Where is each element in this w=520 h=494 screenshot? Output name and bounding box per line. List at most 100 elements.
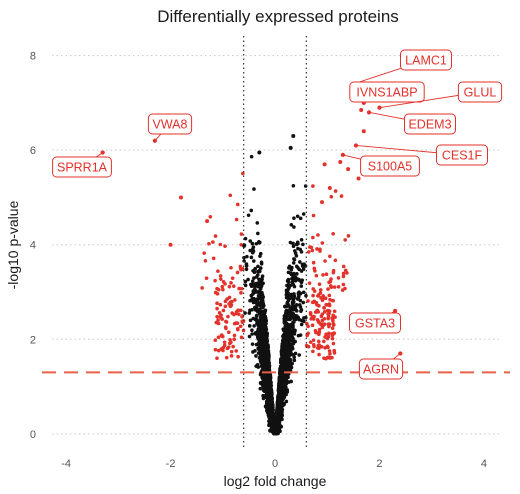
- protein-point: [274, 423, 279, 428]
- protein-point: [280, 417, 284, 422]
- label-text: S100A5: [368, 160, 413, 174]
- significant-point: [219, 277, 223, 281]
- protein-point: [263, 342, 267, 347]
- significant-point: [216, 321, 221, 326]
- protein-point: [257, 302, 262, 307]
- protein-point: [286, 287, 290, 292]
- significant-point: [320, 200, 324, 205]
- significant-point: [304, 343, 309, 348]
- protein-point: [255, 273, 260, 277]
- protein-point: [259, 260, 264, 265]
- protein-point: [284, 382, 288, 386]
- labeled-point: [353, 143, 359, 148]
- protein-point: [260, 274, 265, 279]
- protein-point: [259, 355, 263, 360]
- significant-point: [311, 315, 315, 320]
- protein-point: [277, 417, 282, 422]
- significant-point: [227, 341, 232, 346]
- protein-point: [246, 213, 251, 218]
- data-points: [100, 81, 403, 436]
- protein-point: [299, 237, 304, 242]
- significant-point: [333, 258, 338, 263]
- protein-point: [264, 318, 268, 323]
- significant-point: [325, 303, 329, 307]
- protein-point: [291, 134, 296, 138]
- significant-point: [215, 314, 219, 319]
- significant-point: [228, 193, 233, 198]
- protein-point: [243, 311, 247, 315]
- label-box: [400, 49, 452, 71]
- significant-point: [216, 335, 221, 340]
- significant-point: [359, 108, 364, 112]
- protein-point: [257, 150, 262, 155]
- significant-point: [312, 289, 317, 293]
- protein-point: [302, 316, 306, 320]
- protein-point: [289, 322, 294, 327]
- protein-point: [297, 278, 302, 282]
- protein-point: [252, 276, 256, 280]
- protein-point: [286, 280, 291, 285]
- significant-point: [318, 247, 322, 252]
- protein-point: [270, 400, 275, 404]
- y-tick-label: 4: [30, 240, 36, 252]
- protein-point: [258, 266, 263, 270]
- protein-point: [243, 279, 248, 284]
- protein-point: [291, 341, 296, 346]
- protein-point: [260, 330, 265, 335]
- protein-point: [288, 338, 292, 343]
- significant-point: [307, 281, 312, 285]
- point-label: AGRN: [358, 353, 404, 380]
- significant-point: [220, 284, 225, 289]
- significant-point: [229, 349, 234, 354]
- significant-point: [311, 235, 315, 240]
- significant-point: [323, 259, 327, 263]
- protein-point: [258, 359, 263, 363]
- protein-point: [294, 317, 298, 322]
- significant-point: [226, 330, 231, 335]
- protein-point: [292, 257, 296, 261]
- threshold-lines: [42, 36, 510, 448]
- significant-point: [317, 327, 322, 332]
- protein-point: [259, 364, 264, 368]
- significant-point: [332, 331, 336, 335]
- protein-point: [298, 303, 302, 307]
- protein-point: [260, 298, 264, 302]
- protein-point: [292, 355, 297, 360]
- significant-point: [235, 321, 240, 325]
- significant-point: [318, 288, 323, 292]
- significant-point: [224, 320, 229, 324]
- protein-point: [257, 293, 262, 298]
- protein-point: [258, 372, 263, 377]
- protein-point: [254, 241, 259, 246]
- significant-point: [332, 285, 337, 289]
- protein-point: [285, 317, 290, 321]
- significant-point: [221, 287, 225, 292]
- protein-point: [278, 377, 282, 381]
- grid-lines: [52, 55, 500, 435]
- protein-point: [301, 267, 306, 271]
- significant-point: [330, 336, 335, 341]
- label-box: [52, 156, 112, 178]
- protein-point: [286, 284, 290, 288]
- protein-point: [283, 311, 288, 316]
- significant-point: [341, 264, 346, 269]
- protein-point: [270, 410, 275, 415]
- protein-point: [264, 362, 269, 366]
- protein-point: [278, 398, 283, 403]
- significant-point: [239, 308, 243, 313]
- significant-point: [220, 334, 225, 339]
- significant-point: [316, 233, 320, 237]
- protein-point: [243, 236, 248, 241]
- significant-point: [223, 282, 227, 286]
- significant-point: [311, 338, 316, 342]
- significant-point: [216, 287, 221, 292]
- significant-point: [308, 312, 313, 317]
- protein-point: [289, 362, 293, 367]
- protein-point: [277, 421, 281, 425]
- protein-point: [270, 423, 275, 427]
- significant-point: [205, 219, 210, 224]
- protein-point: [251, 350, 255, 354]
- significant-point: [211, 256, 216, 261]
- protein-point: [282, 349, 286, 354]
- label-text: AGRN: [363, 363, 399, 377]
